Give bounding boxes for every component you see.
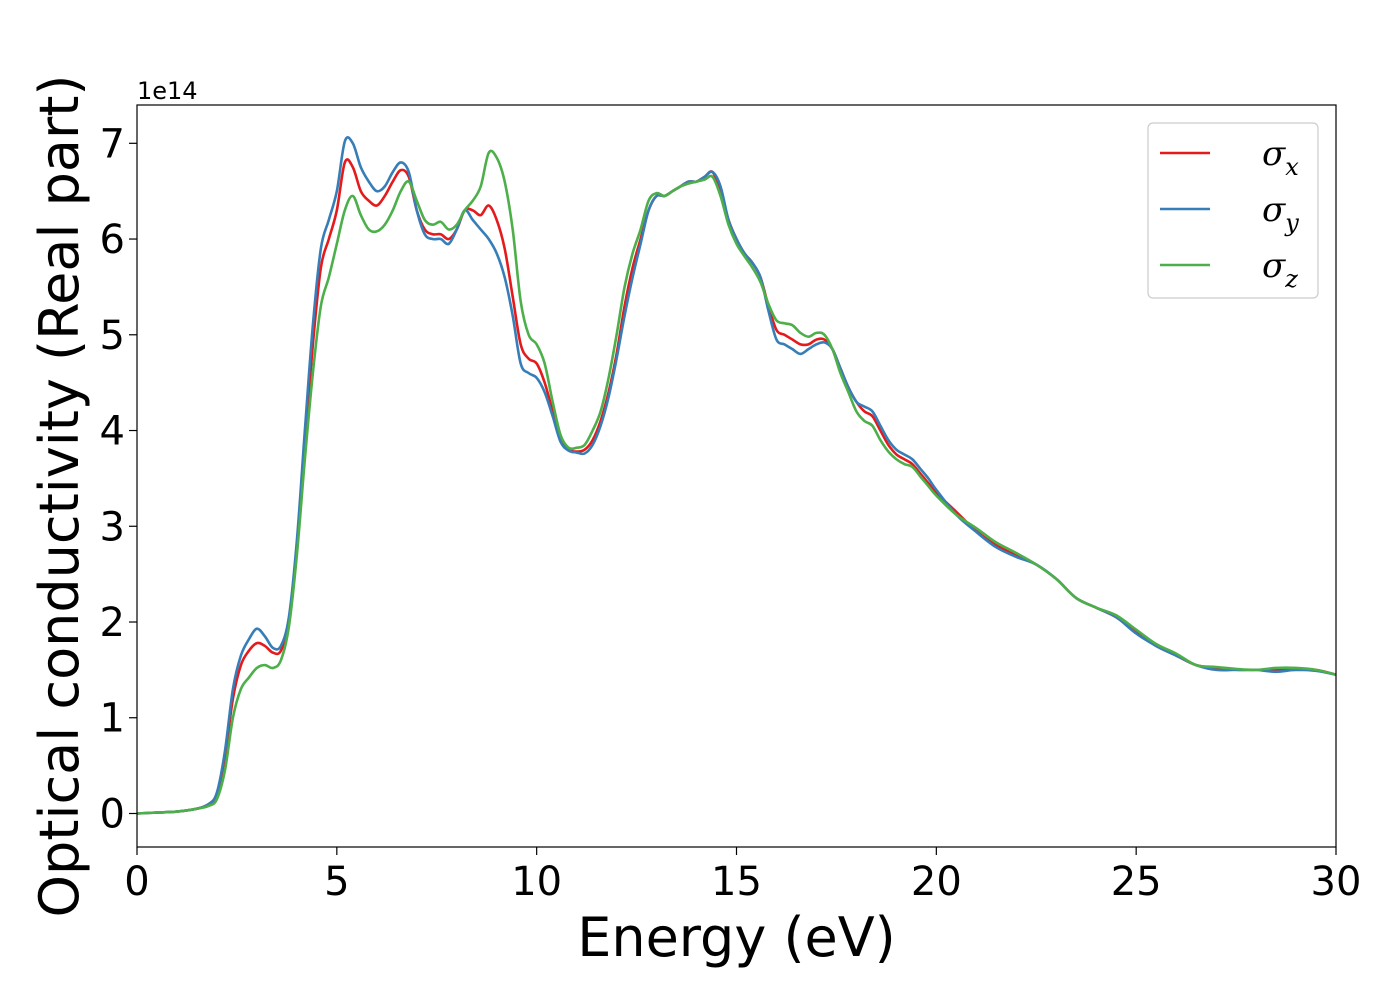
x-tick-label: 0 [124, 859, 149, 905]
y-tick-label: 6 [100, 217, 125, 263]
y-tick-label: 7 [100, 121, 125, 167]
y-tick-label: 4 [100, 409, 125, 455]
series-line-z [137, 149, 1336, 815]
x-tick-label: 15 [711, 859, 762, 905]
y-offset-label: 1e14 [137, 77, 198, 105]
x-axis-label: Energy (eV) [577, 906, 896, 969]
x-tick-label: 30 [1311, 859, 1362, 905]
x-tick-label: 20 [911, 859, 962, 905]
y-tick-label: 5 [100, 313, 125, 359]
y-axis: 0 1 2 3 4 5 6 7 [100, 121, 137, 837]
y-tick-label: 0 [100, 791, 125, 837]
y-tick-label: 2 [100, 600, 125, 646]
y-tick-label: 3 [100, 504, 125, 550]
series-layer [137, 136, 1336, 815]
legend-box [1147, 122, 1319, 299]
y-tick-label: 1 [100, 696, 125, 742]
y-axis-label: Optical conductivity (Real part) [28, 75, 91, 918]
x-axis: 0 5 10 15 20 25 30 [124, 847, 1361, 905]
x-tick-label: 25 [1111, 859, 1162, 905]
x-tick-label: 5 [324, 859, 349, 905]
x-tick-label: 10 [511, 859, 562, 905]
